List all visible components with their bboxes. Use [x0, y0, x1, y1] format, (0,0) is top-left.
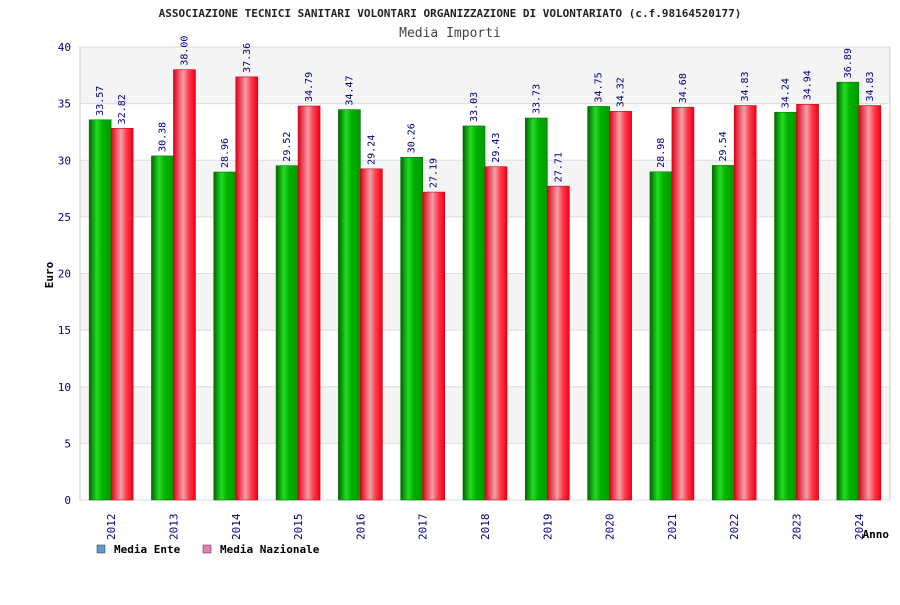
bar-media-nazionale-2014	[235, 76, 259, 501]
bar-media-nazionale-2023	[796, 104, 819, 501]
y-tick-label: 5	[64, 437, 71, 450]
data-label: 33.03	[469, 92, 480, 122]
data-label: 34.83	[865, 71, 876, 101]
bar-media-nazionale-2012	[110, 128, 134, 501]
x-tick-label: 2015	[292, 514, 305, 541]
bar-media-nazionale-2017	[422, 191, 445, 501]
bar-media-nazionale-2016	[360, 168, 383, 501]
bar-media-ente-2023	[774, 111, 797, 501]
x-tick-label: 2024	[853, 513, 866, 540]
data-label: 33.73	[531, 84, 542, 114]
data-label: 29.24	[366, 135, 377, 165]
x-tick-label: 2012	[105, 514, 118, 541]
bar-media-nazionale-2022	[733, 105, 757, 501]
x-tick-label: 2016	[354, 514, 367, 541]
data-label: 34.94	[803, 70, 814, 100]
legend-item-media-ente: Media Ente	[96, 543, 181, 556]
data-label: 29.52	[282, 132, 293, 162]
bar-media-nazionale-2018	[484, 166, 508, 501]
data-label: 34.83	[740, 71, 751, 101]
bar-media-nazionale-2013	[173, 69, 196, 501]
bar-media-ente-2017	[400, 157, 423, 501]
y-axis-ticks: 0 5 10 15 20 25 30 35 40	[58, 41, 71, 507]
data-label: 29.43	[491, 133, 502, 163]
bar-media-ente-2015	[275, 165, 299, 501]
x-axis-label: Anno	[863, 528, 890, 541]
x-tick-label: 2013	[167, 514, 180, 541]
data-label: 34.75	[594, 72, 605, 102]
plot-band	[80, 47, 890, 104]
data-label: 37.36	[242, 43, 253, 73]
bar-media-ente-2024	[836, 81, 860, 501]
data-label: 36.89	[843, 48, 854, 78]
bar-media-nazionale-2021	[671, 106, 695, 501]
x-tick-label: 2014	[230, 513, 243, 540]
data-label: 34.24	[781, 78, 792, 108]
data-label: 33.57	[95, 86, 106, 116]
bar-media-ente-2018	[462, 125, 486, 501]
bar-media-ente-2013	[151, 155, 174, 501]
data-label: 29.54	[718, 131, 729, 161]
x-tick-label: 2020	[604, 514, 617, 541]
bar-media-ente-2016	[338, 109, 361, 501]
bar-media-nazionale-2020	[609, 111, 632, 501]
data-label: 34.79	[304, 72, 315, 102]
legend-label-media-nazionale: Media Nazionale	[220, 543, 320, 556]
x-tick-label: 2021	[666, 514, 679, 541]
x-tick-label: 2023	[791, 514, 804, 541]
data-label: 30.26	[407, 123, 418, 153]
y-tick-label: 10	[58, 381, 71, 394]
bar-media-nazionale-2019	[547, 185, 570, 501]
y-tick-label: 40	[58, 41, 71, 54]
bar-media-nazionale-2024	[858, 105, 882, 501]
chart-title: ASSOCIAZIONE TECNICI SANITARI VOLONTARI …	[159, 7, 742, 20]
x-tick-label: 2018	[479, 514, 492, 541]
y-tick-label: 35	[58, 98, 71, 111]
data-label: 28.96	[220, 138, 231, 168]
y-tick-label: 30	[58, 154, 71, 167]
data-label: 30.38	[157, 122, 168, 152]
data-label: 27.19	[429, 158, 440, 188]
bar-media-ente-2014	[213, 171, 237, 501]
data-label: 28.98	[656, 138, 667, 168]
bar-media-ente-2021	[649, 171, 673, 501]
data-label: 34.32	[616, 77, 627, 107]
x-tick-label: 2017	[417, 514, 430, 541]
chart-subtitle: Media Importi	[399, 26, 501, 41]
y-tick-label: 20	[58, 268, 71, 281]
y-tick-label: 15	[58, 324, 71, 337]
bar-media-ente-2012	[88, 119, 112, 501]
data-label: 34.47	[344, 76, 355, 106]
y-tick-label: 25	[58, 211, 71, 224]
y-axis-label: Euro	[43, 261, 56, 288]
bars	[88, 69, 882, 501]
data-label: 32.82	[117, 94, 128, 124]
legend-swatch-media-nazionale	[202, 544, 212, 554]
x-axis-ticks: 2012 2013 2014 2015 2016 2017 2018 2019 2020 2021…	[105, 513, 866, 540]
legend-item-media-nazionale: Media Nazionale	[202, 543, 320, 556]
data-labels: 33.57 32.82 30.38 38.00 28.96 37.36 29.52 34.79…	[95, 36, 876, 189]
bar-media-ente-2020	[587, 106, 610, 501]
x-tick-label: 2022	[728, 514, 741, 541]
y-tick-label: 0	[64, 494, 71, 507]
data-label: 34.68	[678, 73, 689, 103]
bar-media-ente-2022	[711, 165, 735, 501]
bar-media-nazionale-2015	[297, 105, 321, 501]
x-tick-label: 2019	[541, 514, 554, 541]
legend-swatch-media-ente	[96, 544, 106, 554]
data-label: 38.00	[179, 36, 190, 66]
bar-media-ente-2019	[525, 117, 548, 501]
legend: Media Ente Media Nazionale	[96, 543, 320, 556]
data-label: 27.71	[553, 152, 564, 182]
legend-label-media-ente: Media Ente	[114, 543, 181, 556]
